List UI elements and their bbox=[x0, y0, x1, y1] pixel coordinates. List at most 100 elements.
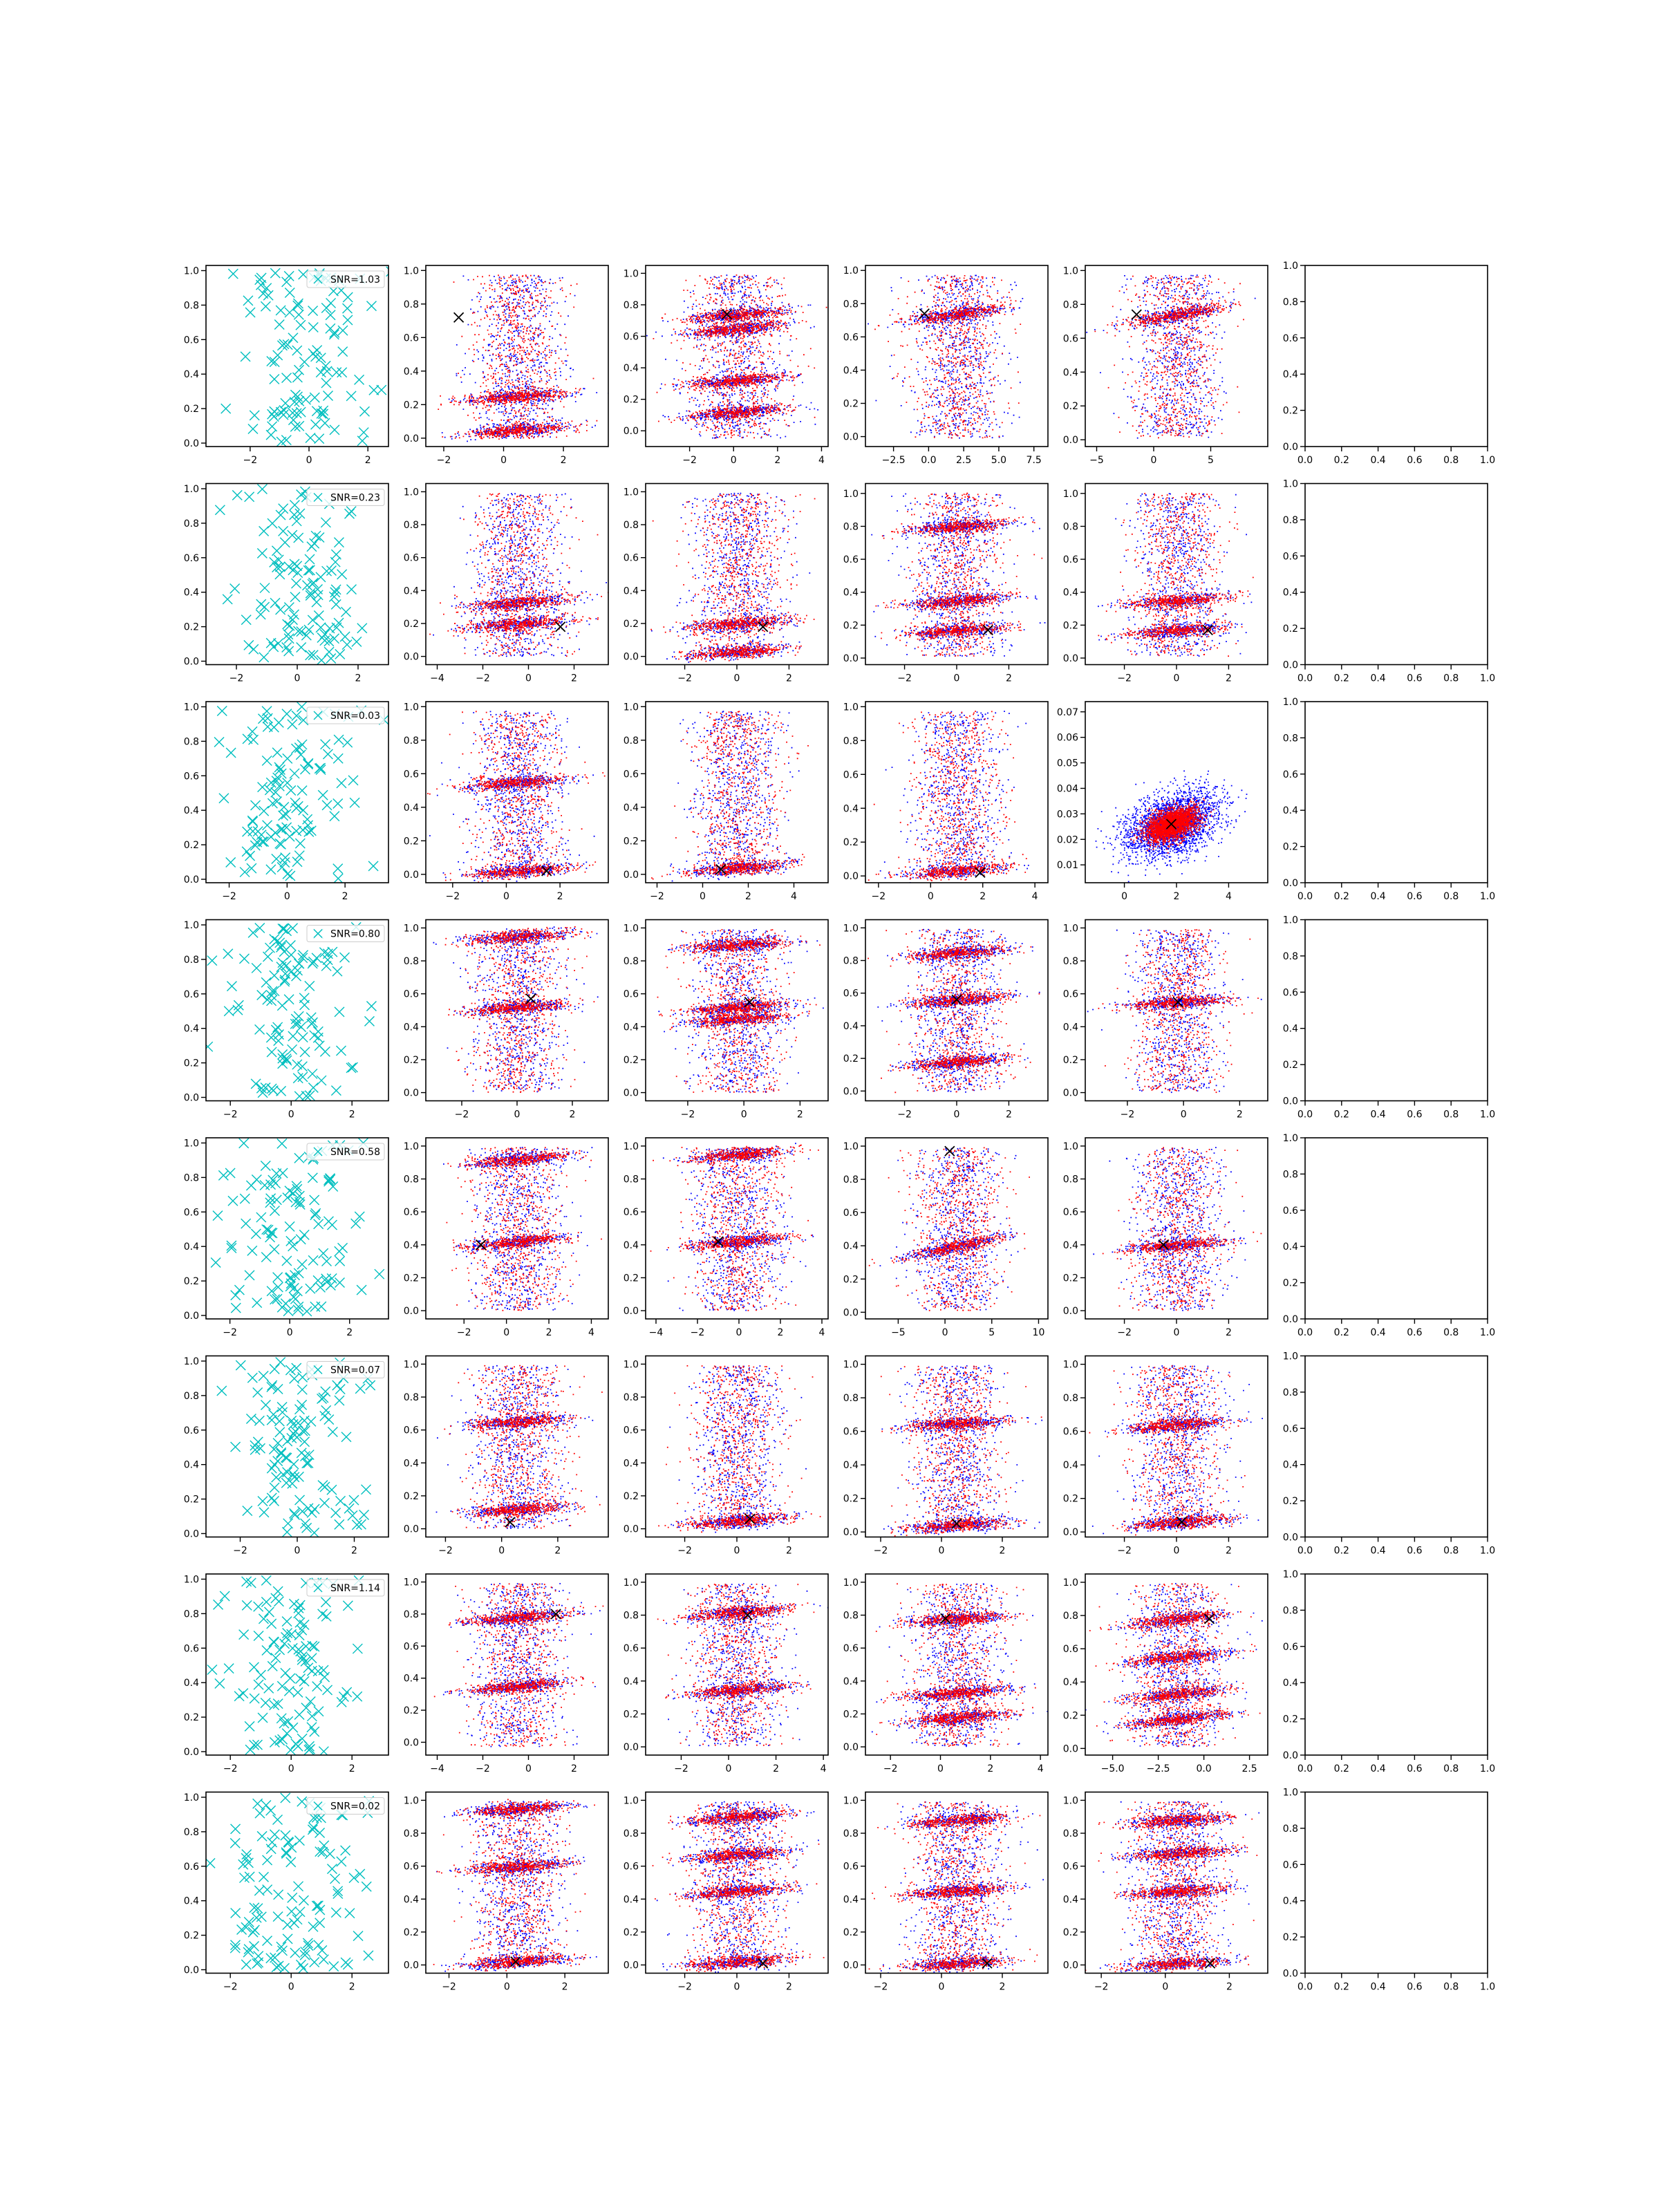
cyan-marker bbox=[241, 1849, 252, 1860]
axes-frame bbox=[425, 1137, 609, 1320]
x-tick-label: −2 bbox=[691, 1327, 705, 1338]
x-tick-label: 0 bbox=[939, 1546, 945, 1557]
cyan-marker bbox=[282, 619, 293, 630]
cyan-marker bbox=[281, 276, 292, 288]
blue-points bbox=[1086, 274, 1256, 439]
y-tick-label: 0.8 bbox=[1283, 1824, 1298, 1835]
cyan-marker bbox=[292, 561, 303, 572]
cyan-marker bbox=[259, 525, 270, 536]
y-tick-label: 0.0 bbox=[843, 432, 859, 443]
y-tick-label: 0.2 bbox=[404, 400, 419, 411]
cyan-marker bbox=[265, 1193, 276, 1204]
x-tick-label: 2 bbox=[1006, 1109, 1012, 1121]
cyan-marker bbox=[223, 1006, 234, 1017]
cyan-marker bbox=[331, 367, 342, 378]
y-tick-label: 0.6 bbox=[1063, 554, 1078, 565]
cyan-marker bbox=[310, 419, 321, 430]
cyan-marker bbox=[253, 1951, 264, 1962]
y-tick-label: 0.2 bbox=[624, 1273, 639, 1284]
y-tick-label: 0.6 bbox=[624, 989, 639, 1000]
cyan-marker bbox=[281, 1526, 292, 1537]
y-tick-label: 0.6 bbox=[843, 1208, 859, 1219]
cyan-marker bbox=[321, 303, 332, 314]
cyan-marker bbox=[230, 1940, 241, 1951]
y-tick-label: 0.0 bbox=[843, 1086, 859, 1097]
blue-points bbox=[441, 274, 608, 442]
y-tick-label: 0.6 bbox=[624, 332, 639, 343]
cyan-marker bbox=[256, 990, 268, 1000]
y-tick-label: 1.0 bbox=[184, 920, 199, 931]
x-tick-label: 0 bbox=[1174, 1546, 1180, 1557]
cyan-marker bbox=[304, 554, 315, 565]
cross-marker bbox=[1202, 624, 1213, 636]
cyan-marker bbox=[249, 1924, 260, 1936]
x-tick-label: 0.4 bbox=[1370, 673, 1385, 684]
cyan-marker bbox=[230, 1302, 241, 1313]
x-tick-label: 1.0 bbox=[1480, 673, 1495, 684]
x-tick-label: −2 bbox=[446, 891, 460, 902]
y-tick-label: 0.6 bbox=[1283, 551, 1298, 562]
panel-r2-c4: −2 0 2 0.0 0.2 0.4 0.6 0.8 1.0 bbox=[843, 482, 1049, 684]
cyan-marker bbox=[319, 1840, 330, 1851]
cyan-marker bbox=[225, 747, 236, 758]
x-tick-label: 0.2 bbox=[1334, 1109, 1349, 1121]
cyan-marker bbox=[297, 1384, 308, 1395]
cyan-marker bbox=[234, 1284, 245, 1295]
cyan-marker bbox=[307, 1068, 318, 1079]
y-tick-label: 0.2 bbox=[404, 836, 419, 847]
cyan-marker bbox=[317, 789, 328, 800]
x-tick-label: 2 bbox=[797, 1109, 803, 1121]
cyan-marker bbox=[297, 1425, 308, 1436]
x-tick-label: 0.0 bbox=[1297, 1109, 1313, 1121]
cyan-marker bbox=[306, 1665, 317, 1676]
x-tick-label: 0 bbox=[741, 1109, 747, 1121]
cyan-marker bbox=[268, 1444, 279, 1455]
cyan-marker bbox=[338, 1691, 349, 1703]
x-tick-label: 0.4 bbox=[1370, 1327, 1385, 1338]
data-layer bbox=[1085, 1583, 1263, 1747]
y-tick-label: 0.8 bbox=[1283, 733, 1298, 744]
cyan-marker bbox=[321, 565, 332, 577]
cyan-marker bbox=[283, 561, 294, 572]
cyan-marker bbox=[288, 1241, 299, 1252]
cyan-marker bbox=[341, 606, 351, 617]
cyan-marker bbox=[321, 377, 332, 388]
cyan-marker bbox=[337, 569, 348, 580]
x-tick-label: 2 bbox=[786, 1546, 792, 1557]
y-tick-label: 0.4 bbox=[1283, 1241, 1298, 1253]
cyan-marker bbox=[294, 1709, 305, 1720]
cyan-marker bbox=[270, 268, 281, 279]
cyan-marker bbox=[288, 609, 299, 620]
cyan-marker bbox=[315, 765, 326, 776]
cyan-marker bbox=[303, 565, 314, 576]
cyan-marker bbox=[299, 1000, 310, 1011]
cyan-marker bbox=[280, 397, 291, 409]
x-tick-label: 0.8 bbox=[1443, 891, 1459, 902]
cyan-marker bbox=[273, 1960, 284, 1971]
y-tick-label: 0.8 bbox=[843, 521, 859, 532]
cross-marker bbox=[541, 865, 552, 877]
x-tick-label: 0.0 bbox=[1297, 455, 1313, 466]
x-tick-label: −2 bbox=[677, 1982, 692, 1993]
cyan-marker bbox=[303, 826, 315, 837]
x-tick-label: −2 bbox=[223, 1982, 238, 1993]
cyan-marker bbox=[346, 391, 357, 402]
cyan-marker bbox=[332, 798, 344, 809]
cyan-marker bbox=[294, 395, 305, 406]
y-tick-label: 0.6 bbox=[404, 1641, 419, 1652]
y-tick-label: 0.0 bbox=[1063, 1743, 1078, 1754]
cyan-marker bbox=[290, 1013, 301, 1024]
cyan-marker bbox=[241, 1922, 252, 1933]
y-tick-label: 0.4 bbox=[624, 1894, 639, 1905]
cyan-marker bbox=[285, 1273, 295, 1284]
cyan-marker bbox=[260, 1082, 271, 1093]
y-tick-label: 0.2 bbox=[1283, 1932, 1298, 1943]
y-tick-label: 0.2 bbox=[843, 837, 859, 848]
cyan-marker bbox=[258, 1871, 269, 1882]
panel-r5-c5: −2 0 2 0.0 0.2 0.4 0.6 0.8 1.0 bbox=[1063, 1137, 1268, 1338]
cyan-marker bbox=[293, 1644, 304, 1655]
x-tick-label: −2 bbox=[455, 1109, 469, 1121]
panel-r6-c4: −2 0 2 0.0 0.2 0.4 0.6 0.8 1.0 bbox=[843, 1355, 1049, 1557]
y-tick-label: 1.0 bbox=[843, 702, 859, 713]
y-tick-label: 0.2 bbox=[624, 1709, 639, 1720]
